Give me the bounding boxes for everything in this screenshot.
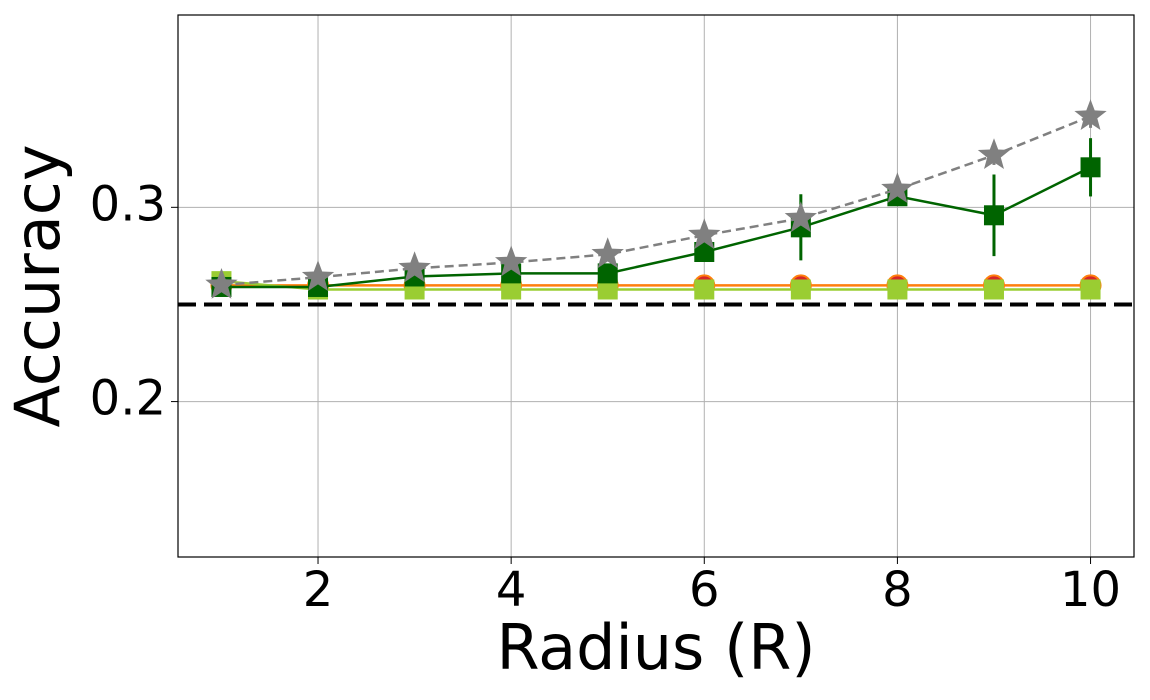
marker: [591, 237, 624, 269]
marker: [1080, 157, 1101, 178]
marker: [881, 172, 914, 203]
marker: [1074, 99, 1107, 130]
marker: [790, 279, 811, 300]
x-axis-label: Radius (R): [496, 611, 815, 684]
marker: [597, 263, 618, 284]
plot-frame: [177, 14, 1135, 558]
x-tick-label: 4: [496, 562, 527, 618]
marker: [887, 279, 908, 300]
marker: [398, 251, 431, 283]
marker: [501, 279, 522, 300]
series-line: [221, 115, 1092, 287]
marker: [983, 205, 1004, 226]
y-tick-label: 0.3: [90, 176, 166, 232]
y-tick-label: 0.2: [90, 371, 166, 427]
marker: [495, 245, 528, 277]
marker: [301, 260, 335, 291]
x-tick-label: 6: [689, 562, 720, 618]
x-tick-label: 2: [303, 562, 334, 618]
x-tick-label: 8: [882, 562, 913, 618]
marker: [983, 279, 1004, 300]
marker: [205, 268, 238, 299]
marker: [688, 218, 721, 250]
plot: [178, 99, 1134, 307]
series-line: [221, 166, 1092, 289]
marker: [694, 279, 715, 300]
marker: [1080, 279, 1101, 300]
y-axis-label: Accuracy: [1, 144, 74, 427]
marker: [784, 201, 817, 233]
x-tick-label: 10: [1060, 562, 1121, 618]
marker: [977, 138, 1011, 169]
series-line: [221, 279, 1091, 291]
marker: [597, 279, 618, 300]
marker: [694, 242, 715, 263]
